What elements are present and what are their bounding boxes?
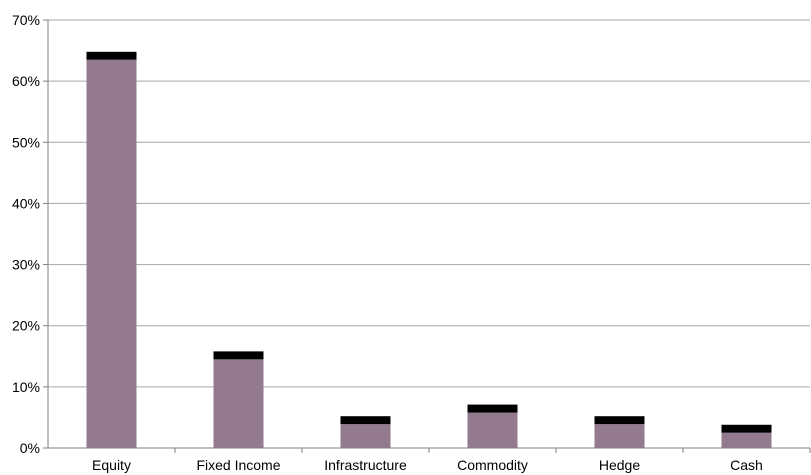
x-tick-label: Infrastructure [324,457,407,473]
x-tick-label: Commodity [457,457,528,473]
x-tick-label: Cash [730,457,763,473]
bar-top-hedge [594,416,645,425]
x-tick-label: Fixed Income [196,457,280,473]
bar-base-infrastructure [340,424,391,448]
bar-top-infrastructure [340,416,391,425]
y-tick-label: 30% [12,257,40,273]
y-tick-label: 40% [12,195,40,211]
bar-base-equity [86,59,137,448]
y-axis-tick-labels: 0% 10% 20% 30% 40% 50% 60% 70% [12,12,40,456]
bar-base-commodity [467,412,518,448]
x-tick-label: Equity [92,457,131,473]
x-axis-tick-labels: Equity Fixed Income Infrastructure Commodit… [92,457,763,473]
bar-top-fixed-income [213,351,264,360]
x-tick-label: Hedge [599,457,640,473]
bar-top-equity [86,51,137,60]
bar-base-hedge [594,424,645,448]
bars [86,51,772,448]
bar-base-cash [721,432,772,448]
y-tick-label: 0% [20,440,40,456]
y-tick-label: 70% [12,12,40,28]
y-tick-label: 20% [12,318,40,334]
axes [43,19,811,453]
y-tick-label: 60% [12,73,40,89]
y-tick-label: 50% [12,134,40,150]
gridlines [48,19,810,388]
bar-base-fixed-income [213,359,264,448]
bar-top-cash [721,424,772,433]
bar-top-commodity [467,404,518,413]
y-tick-label: 10% [12,379,40,395]
